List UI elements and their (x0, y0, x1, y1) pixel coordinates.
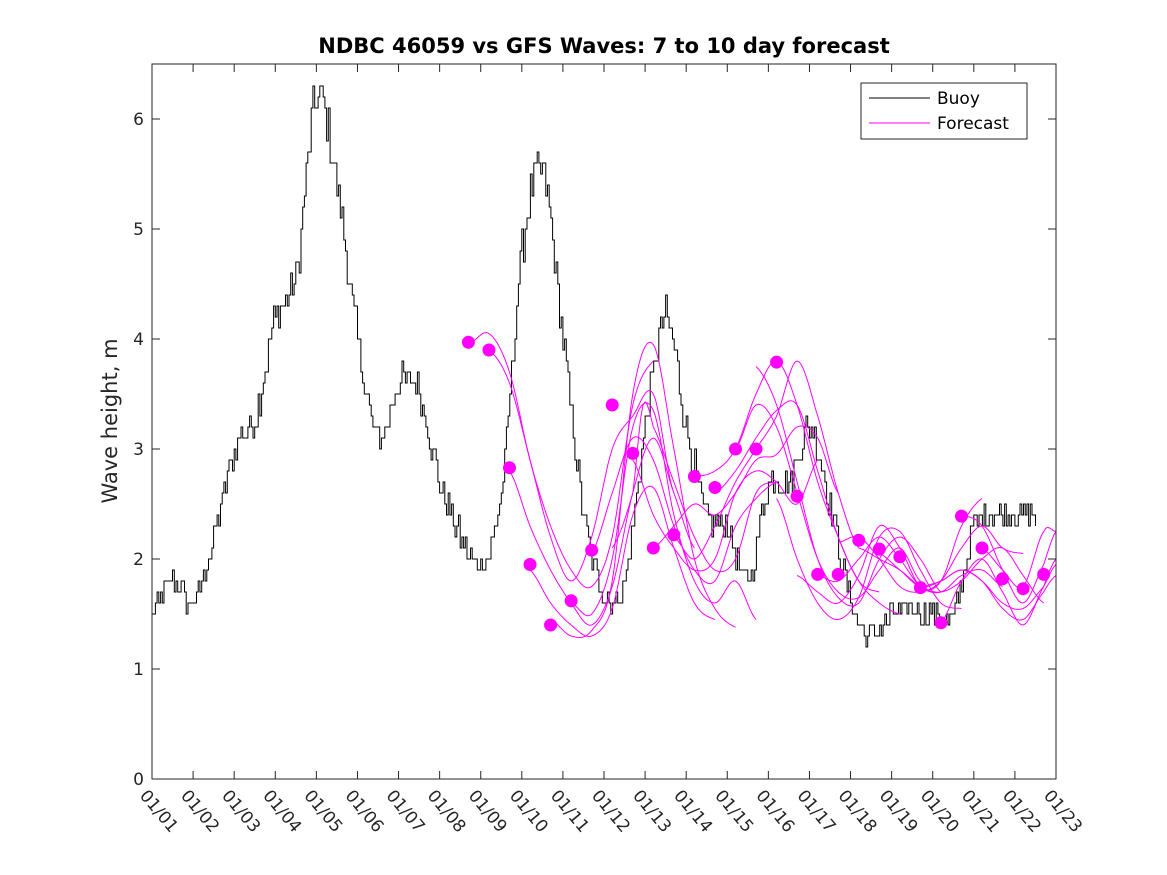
forecast-marker (502, 461, 516, 475)
buoy-line (152, 85, 1036, 648)
y-tick-label: 4 (133, 330, 144, 350)
forecast-line (611, 400, 777, 573)
forecast-line (838, 525, 1024, 593)
y-axis-label: Wave height, m (98, 338, 122, 503)
y-tick-label: 2 (133, 550, 144, 570)
forecast-line (632, 459, 819, 572)
forecast-marker (893, 550, 907, 564)
forecast-line (714, 400, 901, 615)
y-tick-label: 1 (133, 660, 144, 680)
chart-title: NDBC 46059 vs GFS Waves: 7 to 10 day for… (318, 34, 889, 58)
legend-forecast-label: Forecast (937, 114, 1009, 134)
y-tick-label: 6 (133, 110, 144, 130)
forecast-marker (790, 489, 804, 503)
forecast-marker (811, 567, 825, 581)
legend-buoy-label: Buoy (937, 89, 980, 109)
forecast-marker (954, 509, 968, 523)
forecast-line (529, 485, 716, 638)
forecast-marker (708, 481, 722, 494)
forecast-marker (728, 442, 742, 456)
forecast-marker (585, 543, 599, 557)
forecast-line (920, 564, 1056, 610)
forecast-line (570, 402, 757, 620)
forecast-marker (831, 567, 845, 581)
forecast-marker (749, 442, 763, 456)
y-axis: 0 1 2 3 4 5 6 (133, 110, 1056, 790)
forecast-line (653, 425, 839, 549)
forecast-marker (482, 343, 496, 357)
forecast-marker-layer (461, 335, 1051, 632)
forecast-line (488, 349, 675, 582)
forecast-marker (523, 558, 537, 571)
forecast-line (591, 436, 777, 585)
forecast-marker (544, 618, 558, 632)
forecast-marker (687, 470, 701, 483)
forecast-marker (872, 542, 886, 556)
buoy-series-layer (152, 85, 1036, 648)
forecast-line (468, 332, 654, 589)
forecast-line (858, 546, 1045, 604)
legend: Buoy Forecast (860, 82, 1028, 140)
forecast-marker (975, 541, 989, 555)
forecast-line (755, 366, 942, 607)
forecast-marker (564, 594, 578, 608)
forecast-marker (1016, 582, 1030, 596)
legend-box (860, 82, 1028, 140)
forecast-line (550, 341, 736, 639)
y-tick-label: 5 (133, 220, 144, 240)
forecast-marker (1037, 567, 1051, 581)
forecast-line (673, 360, 860, 560)
forecast-marker (461, 335, 475, 349)
forecast-marker (996, 572, 1010, 586)
forecast-line (940, 558, 1056, 626)
forecast-marker (770, 355, 784, 369)
forecast-marker (667, 528, 681, 542)
y-tick-label: 3 (133, 440, 144, 460)
forecast-marker (913, 581, 927, 595)
forecast-marker (646, 541, 660, 555)
y-tick-label: 0 (133, 770, 144, 790)
plot-area: 01/0101/0201/0301/0401/0501/0601/0701/08… (133, 63, 1086, 837)
forecast-marker (934, 616, 948, 630)
forecast-series-layer (468, 332, 1056, 639)
axes-background (152, 64, 1056, 779)
forecast-marker (626, 446, 640, 460)
forecast-marker (852, 533, 866, 547)
forecast-marker (605, 398, 619, 412)
forecast-line (796, 498, 983, 605)
